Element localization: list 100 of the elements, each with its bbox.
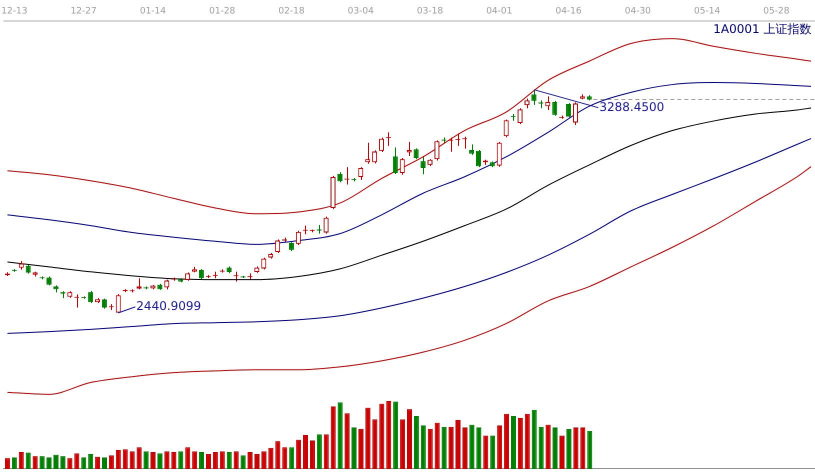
candlestick — [296, 230, 301, 246]
bar — [53, 454, 58, 469]
bar — [358, 428, 364, 469]
bar — [407, 409, 412, 469]
bar — [102, 457, 108, 469]
bar — [448, 426, 454, 469]
candlestick — [504, 119, 509, 138]
bar — [573, 428, 578, 469]
bar — [303, 435, 308, 469]
candlestick — [365, 142, 370, 164]
bar — [164, 451, 170, 469]
bar — [32, 456, 38, 469]
candlestick — [518, 108, 523, 125]
bar — [199, 452, 204, 469]
candlestick — [476, 149, 481, 168]
annotation: 2440.9099 — [136, 298, 202, 313]
bar — [400, 419, 406, 469]
bar — [552, 428, 558, 469]
bar — [566, 428, 572, 469]
bar — [192, 451, 198, 469]
bar — [60, 456, 66, 469]
bar — [275, 441, 280, 469]
bar — [46, 457, 52, 469]
bar — [136, 447, 142, 469]
bar — [261, 451, 266, 469]
bar — [178, 451, 184, 469]
bar — [490, 436, 496, 469]
bar — [504, 414, 510, 469]
x-tick-label: 03-04 — [348, 6, 374, 17]
bar — [81, 457, 86, 469]
bar — [206, 454, 211, 469]
bar — [532, 410, 537, 469]
candlestick — [116, 294, 121, 314]
bar — [40, 456, 45, 469]
candlestick — [261, 257, 266, 270]
bar — [171, 452, 176, 469]
bar — [497, 425, 502, 469]
bar — [95, 456, 100, 469]
bar — [185, 447, 190, 469]
bar — [296, 440, 302, 469]
candlestick — [420, 156, 426, 175]
bar — [74, 453, 80, 469]
bar — [352, 428, 357, 469]
candlestick — [566, 102, 572, 118]
bar — [456, 420, 461, 469]
bar — [26, 452, 31, 469]
candlestick — [379, 137, 384, 152]
bar — [226, 452, 232, 469]
candlestick — [496, 141, 502, 168]
bar — [510, 416, 516, 469]
candlestick — [324, 216, 329, 234]
candlestick — [392, 146, 398, 175]
bar — [462, 428, 468, 469]
bar — [220, 451, 225, 469]
bar — [428, 428, 433, 469]
x-tick-label: 04-01 — [486, 6, 512, 17]
bar — [580, 428, 586, 469]
bar — [316, 434, 322, 469]
bar — [130, 451, 135, 469]
bar — [12, 457, 17, 469]
bar — [414, 416, 419, 469]
candlestick — [275, 238, 280, 254]
bar — [4, 458, 10, 469]
bar — [310, 440, 315, 469]
x-tick-label: 01-14 — [140, 6, 166, 17]
bar — [469, 424, 474, 469]
bar — [268, 448, 274, 469]
bar — [434, 422, 440, 469]
bar — [150, 452, 156, 469]
x-tick-label: 12-13 — [1, 6, 28, 17]
candlestick — [434, 140, 440, 161]
bar — [518, 418, 523, 469]
candlestick — [406, 141, 412, 156]
x-tick-label: 04-16 — [555, 6, 582, 17]
bar — [338, 402, 343, 469]
x-tick-label: 03-18 — [416, 6, 444, 17]
bar — [108, 455, 114, 469]
bar — [524, 414, 530, 469]
bar — [386, 401, 392, 469]
bar — [379, 404, 384, 469]
candlestick — [524, 98, 530, 109]
bar — [144, 451, 149, 469]
bar — [116, 450, 121, 469]
bar — [212, 452, 218, 469]
x-tick-label: 04-30 — [624, 6, 652, 17]
bar — [393, 402, 398, 469]
candlestick — [414, 148, 419, 160]
bar — [18, 452, 24, 469]
x-tick-label: 12-27 — [70, 6, 97, 17]
bar — [254, 454, 260, 469]
bar — [538, 426, 544, 469]
bar — [248, 452, 253, 469]
bar — [442, 426, 447, 469]
bar — [344, 413, 350, 469]
x-tick-label: 02-18 — [278, 6, 305, 17]
x-tick-label: 01-28 — [209, 6, 236, 17]
candlestick — [531, 89, 536, 106]
bar — [67, 458, 72, 469]
candlestick — [372, 150, 378, 164]
bar — [289, 447, 294, 469]
